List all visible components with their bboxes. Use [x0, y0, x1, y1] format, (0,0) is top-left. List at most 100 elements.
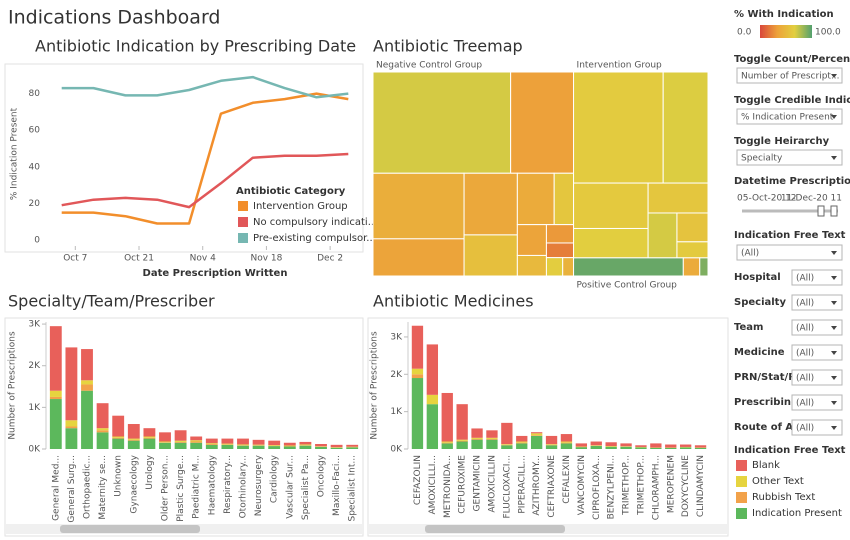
y-axis-title: Number of Prescriptions — [370, 331, 380, 440]
filter-label: Team — [734, 322, 763, 333]
bar-segment — [65, 428, 78, 449]
bar-segment — [143, 437, 156, 439]
bar-segment — [530, 432, 543, 434]
bar-segment — [441, 443, 453, 449]
panel-border — [4, 63, 364, 253]
bar-segment — [590, 445, 602, 446]
scroll-thumb[interactable] — [425, 525, 565, 533]
bar-segment — [411, 374, 424, 379]
bar-segment — [268, 446, 281, 449]
treemap-cell — [510, 71, 575, 174]
line-series — [61, 152, 349, 209]
bar-segment — [441, 392, 453, 442]
treemap-cell — [647, 182, 709, 214]
bar-segment — [65, 347, 78, 421]
dropdown[interactable] — [791, 269, 843, 286]
bar-segment — [411, 325, 424, 369]
y-tick-label: 1K — [390, 407, 403, 417]
y-tick-label: 40 — [29, 162, 41, 172]
bar-segment — [501, 422, 513, 445]
x-tick-label: TRIMETHOP... — [636, 455, 646, 516]
dropdown[interactable] — [736, 149, 843, 166]
legend-title: Indication Free Text — [734, 445, 846, 456]
bar-segment — [159, 441, 171, 443]
control-label: Indication Free Text — [734, 230, 846, 241]
dropdown-arrow — [831, 401, 837, 405]
x-tick-label: AZITHROMY... — [532, 455, 542, 516]
bar-segment — [426, 404, 439, 449]
dropdown[interactable] — [791, 319, 843, 336]
bar-segment — [205, 444, 218, 449]
bar-segment — [237, 438, 249, 445]
bar-segment — [650, 447, 662, 449]
dropdown[interactable] — [736, 244, 843, 261]
bar-segment — [486, 439, 498, 449]
bar-segment — [112, 437, 125, 439]
bar-segment — [545, 435, 558, 445]
legend-swatch — [238, 217, 248, 227]
bar-segment — [96, 428, 109, 431]
x-tick-label: Neurosurgery — [254, 454, 264, 516]
legend-swatch — [238, 201, 248, 211]
dropdown[interactable] — [791, 344, 843, 361]
filter-label: Specialty — [734, 297, 786, 308]
bar-segment — [516, 441, 528, 443]
bar-segment — [143, 436, 156, 438]
treemap-cell — [573, 227, 649, 259]
dropdown-arrow — [831, 351, 837, 355]
bar-segment — [252, 444, 265, 446]
bar-segment — [315, 444, 327, 447]
bar-segment — [471, 428, 483, 438]
x-tick-label: CEFALEXIN — [562, 455, 572, 504]
y-axis-title: Number of Prescriptions — [8, 331, 18, 440]
scroll-thumb[interactable] — [60, 525, 200, 533]
bar-segment — [501, 444, 513, 445]
x-tick-label: Plastic Surge... — [176, 455, 186, 522]
dropdown[interactable] — [791, 369, 843, 386]
bar-segment — [456, 441, 468, 449]
slider-handle[interactable] — [817, 205, 825, 217]
y-tick-label: 0K — [390, 445, 403, 455]
x-tick-label: FLUCLOXACI... — [502, 455, 512, 519]
slider-handle[interactable] — [830, 205, 838, 217]
bar-segment — [81, 380, 93, 385]
bar-segment — [605, 446, 617, 447]
dropdown[interactable] — [791, 394, 843, 411]
control-label: Toggle Credible Indicati... — [734, 95, 850, 106]
bar-segment — [190, 441, 203, 443]
bar-segment — [174, 442, 187, 449]
bar-segment — [112, 415, 125, 437]
bar-segment — [268, 445, 281, 446]
x-tick-label: Gynaecology — [129, 454, 139, 513]
bar-segment — [530, 435, 543, 449]
x-tick-label: Specialist Pa... — [301, 455, 311, 520]
bar-segment — [174, 441, 187, 443]
bar-segment — [605, 446, 617, 449]
dropdown[interactable] — [736, 108, 843, 125]
bar-segment — [299, 445, 312, 449]
treemap-cell — [516, 224, 547, 256]
dropdown[interactable] — [791, 294, 843, 311]
x-tick-label: Oct 21 — [124, 254, 154, 264]
legend-label: Pre-existing compulsor... — [253, 233, 376, 244]
dropdown-value: (All) — [796, 324, 814, 334]
dropdown[interactable] — [736, 67, 843, 84]
x-tick-label: Haematology — [207, 454, 217, 515]
bar-segment — [665, 444, 677, 448]
dropdown[interactable] — [791, 419, 843, 436]
bar-segment — [81, 384, 93, 391]
x-tick-label: Unknown — [114, 455, 124, 497]
y-tick-label: 0K — [28, 445, 41, 455]
treemap-cell — [372, 238, 465, 277]
y-tick-label: 3K — [390, 332, 403, 342]
bar-segment — [679, 444, 692, 447]
treemap-cell — [676, 212, 709, 243]
x-tick-label: DOXYCYCLINE — [681, 455, 691, 517]
x-tick-label: Older Person... — [161, 455, 171, 521]
x-tick-label: METRONIDA... — [443, 455, 453, 518]
x-tick-label: Dec 2 — [317, 254, 343, 264]
treemap-cell — [463, 172, 518, 236]
treemap-cell — [463, 234, 518, 277]
filter-label: Medicine — [734, 347, 785, 358]
